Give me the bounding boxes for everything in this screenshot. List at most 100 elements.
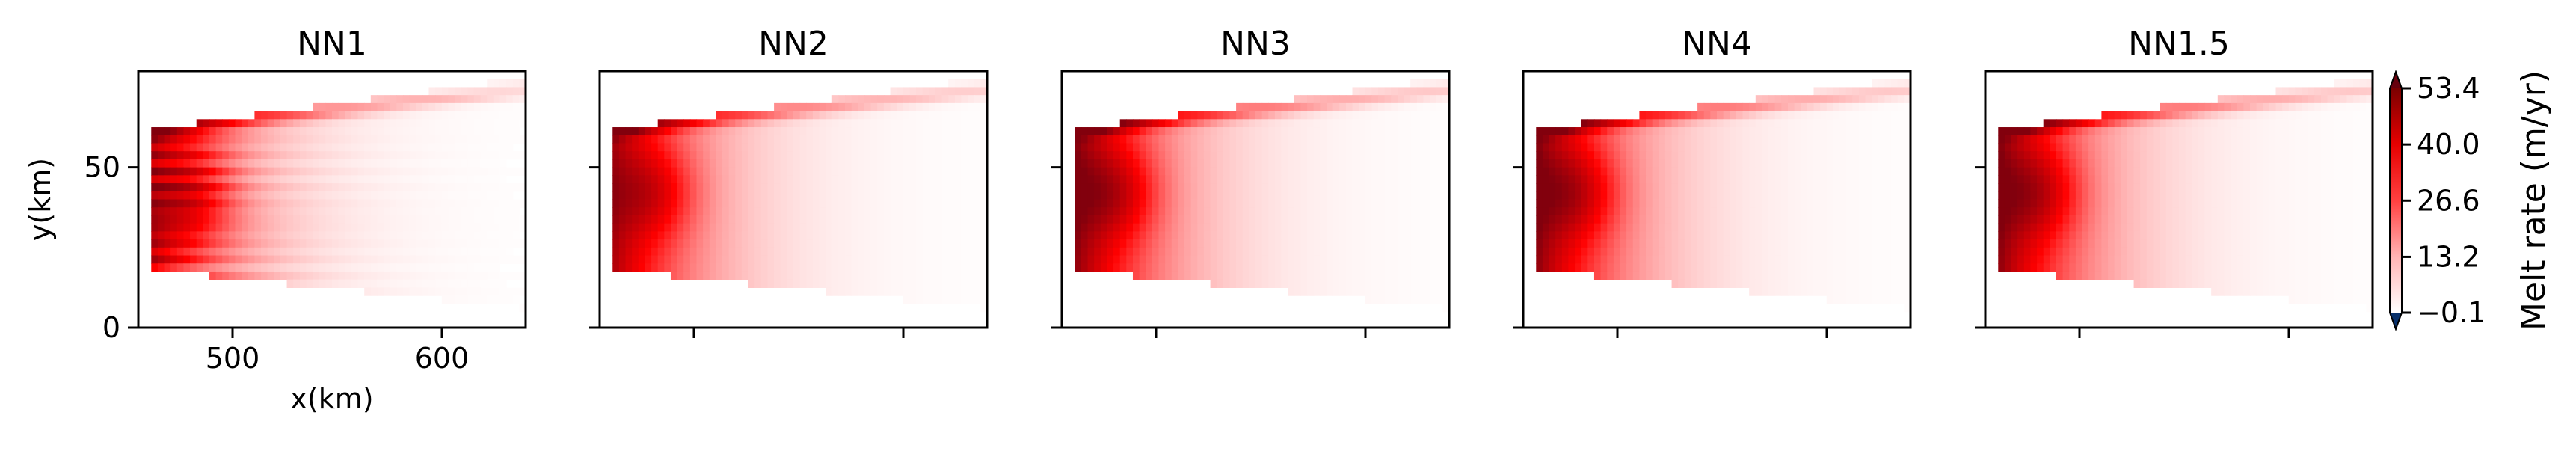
heatmap-cell [831,143,840,152]
heatmap-cell [870,223,878,232]
heatmap-cell [286,127,294,136]
heatmap-cell [190,127,197,136]
heatmap-cell [1659,191,1666,200]
heatmap-cell [1820,223,1828,232]
heatmap-cell [877,143,885,152]
heatmap-cell [1568,215,1576,224]
heatmap-cell [409,135,416,144]
heatmap-cell [416,95,423,104]
heatmap-cell [774,191,781,200]
heatmap-cell [1190,135,1198,144]
heatmap-cell [1378,207,1386,216]
heatmap-cell [1339,207,1347,216]
heatmap-cell [1080,135,1089,144]
heatmap-cell [929,175,936,184]
heatmap-cell [897,271,904,280]
heatmap-cell [1904,175,1911,184]
heatmap-cell [1794,151,1801,160]
heatmap-cell [1742,111,1750,120]
heatmap-cell [941,102,949,112]
heatmap-cell [1691,159,1698,168]
heatmap-cell [1884,199,1892,208]
heatmap-cell [467,183,475,192]
heatmap-cell [1274,167,1282,176]
heatmap-cell [1697,175,1705,184]
heatmap-cell [377,223,384,232]
heatmap-cell [1397,111,1405,120]
heatmap-cell [1710,151,1718,160]
heatmap-cell [1678,159,1685,168]
heatmap-cell [1613,175,1621,184]
heatmap-cell [1332,143,1340,152]
heatmap-cell [1774,199,1782,208]
heatmap-cell [1723,191,1730,200]
heatmap-cell [787,199,794,208]
heatmap-cell [1152,143,1160,152]
heatmap-cell [1178,135,1185,144]
heatmap-cell [1697,207,1705,216]
heatmap-cell [1404,247,1411,257]
heatmap-cell [1430,119,1437,128]
heatmap-cell [170,151,178,160]
heatmap-cell [390,151,397,160]
heatmap-cell [1878,175,1886,184]
heatmap-cell [1288,255,1295,264]
heatmap-cell [1820,87,1828,96]
heatmap-cell [968,263,975,272]
heatmap-cell [1113,215,1121,224]
heatmap-cell [1436,231,1443,240]
heatmap-cell [767,255,775,264]
heatmap-cell [664,143,671,152]
heatmap-cell [313,191,320,200]
heatmap-cell [767,239,775,248]
heatmap-cell [897,135,904,144]
heatmap-cell [1223,263,1231,272]
heatmap-cell [1736,199,1744,208]
heatmap-cell [1581,207,1588,216]
heatmap-cell [858,135,865,144]
y-tick-label: 50 [84,151,120,184]
heatmap-cell [428,175,436,184]
heatmap-cell [954,223,962,232]
heatmap-cell [1710,135,1718,144]
heatmap-cell [909,95,917,104]
heatmap-cell [851,127,858,136]
heatmap-cell [1897,151,1905,160]
heatmap-cell [961,79,968,88]
heatmap-cell [728,119,736,128]
heatmap-cell [1255,183,1263,192]
heatmap-cell [164,151,171,160]
heatmap-cell [203,135,210,144]
heatmap-cell [267,119,274,128]
heatmap-cell [618,159,627,168]
heatmap-cell [1404,263,1411,272]
heatmap-cell [1613,191,1621,200]
heatmap-cell [1261,279,1269,289]
heatmap-cell [1146,167,1153,176]
heatmap-cell [409,207,416,216]
axes-frame [598,70,989,329]
heatmap-cell [1891,199,1899,208]
heatmap-cell [1107,263,1114,272]
heatmap-cell [1190,247,1198,257]
heatmap-cell [506,295,514,304]
heatmap-cell [618,263,627,272]
heatmap-cell [519,87,526,96]
heatmap-cell [1165,143,1172,152]
heatmap-cell [293,175,301,184]
heatmap-cell [1391,199,1398,208]
heatmap-cell [1371,135,1379,144]
heatmap-cell [1236,271,1244,280]
heatmap-cell [215,207,223,216]
heatmap-cell [428,151,436,160]
heatmap-cell [293,247,301,257]
heatmap-cell [487,135,494,144]
heatmap-cell [480,95,488,104]
heatmap-cell [254,255,262,264]
heatmap-cell [1404,295,1411,304]
heatmap-cell [1858,183,1866,192]
heatmap-cell [1178,263,1185,272]
heatmap-cell [1281,255,1288,264]
heatmap-cell [1404,143,1411,152]
heatmap-cell [722,151,730,160]
